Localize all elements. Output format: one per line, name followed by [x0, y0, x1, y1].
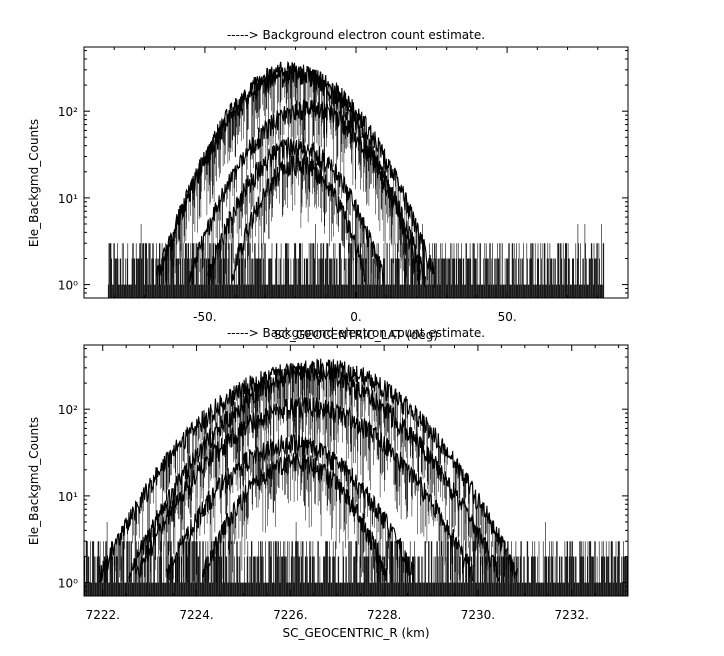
- x-tick-label: 0.: [350, 310, 361, 324]
- x-tick-label: 7224.: [179, 608, 213, 622]
- x-tick-label: 7230.: [461, 608, 495, 622]
- y-tick-label: 10⁰: [58, 279, 78, 293]
- series-line-4: [202, 452, 388, 582]
- axes-bottom: 10⁰ 10¹ 10² 7222. 7224. 7226. 7228. 7230. 7232.: [58, 345, 628, 622]
- series-line-1: [99, 362, 501, 584]
- series-hatch-1: [156, 65, 434, 285]
- y-tick-label: 10²: [58, 403, 78, 417]
- chart-title-bottom: -----> Background electron count estimat…: [227, 326, 485, 340]
- chart-title-top: -----> Background electron count estimat…: [227, 28, 485, 42]
- axes-top: 10⁰ 10¹ 10² -50. 0. 50.: [58, 47, 629, 324]
- series-line-2: [189, 99, 427, 288]
- data-marks-bottom: [83, 358, 629, 596]
- x-tick-label: 7232.: [555, 608, 589, 622]
- x-tick-label: -50.: [193, 310, 216, 324]
- y-tick-label: 10¹: [58, 192, 78, 206]
- y-tick-label: 10²: [58, 105, 78, 119]
- series-hatch-4: [234, 154, 365, 285]
- x-axis-label-bottom: SC_GEOCENTRIC_R (km): [283, 626, 430, 640]
- y-axis-label-top: Ele_Backgmd_Counts: [27, 119, 41, 247]
- x-tick-label: 7228.: [367, 608, 401, 622]
- data-marks-top: [107, 61, 605, 298]
- y-axis-label-bottom: Ele_Backgmd_Counts: [27, 417, 41, 545]
- x-axis-label-top: SC_GEOCENTRIC_LAT (deg): [274, 328, 438, 342]
- chart-top: -----> Background electron count estimat…: [27, 28, 629, 342]
- x-tick-label: 50.: [498, 310, 517, 324]
- plot-frame-bottom: [83, 344, 629, 597]
- x-tick-label: 7226.: [273, 608, 307, 622]
- noise-floor: [83, 522, 629, 596]
- series-line-1: [155, 63, 435, 288]
- series-hatch-2: [189, 99, 426, 288]
- y-tick-label: 10¹: [58, 490, 78, 504]
- y-tick-label: 10⁰: [58, 577, 78, 591]
- x-tick-label: 7222.: [86, 608, 120, 622]
- series-hatch-4: [202, 454, 388, 583]
